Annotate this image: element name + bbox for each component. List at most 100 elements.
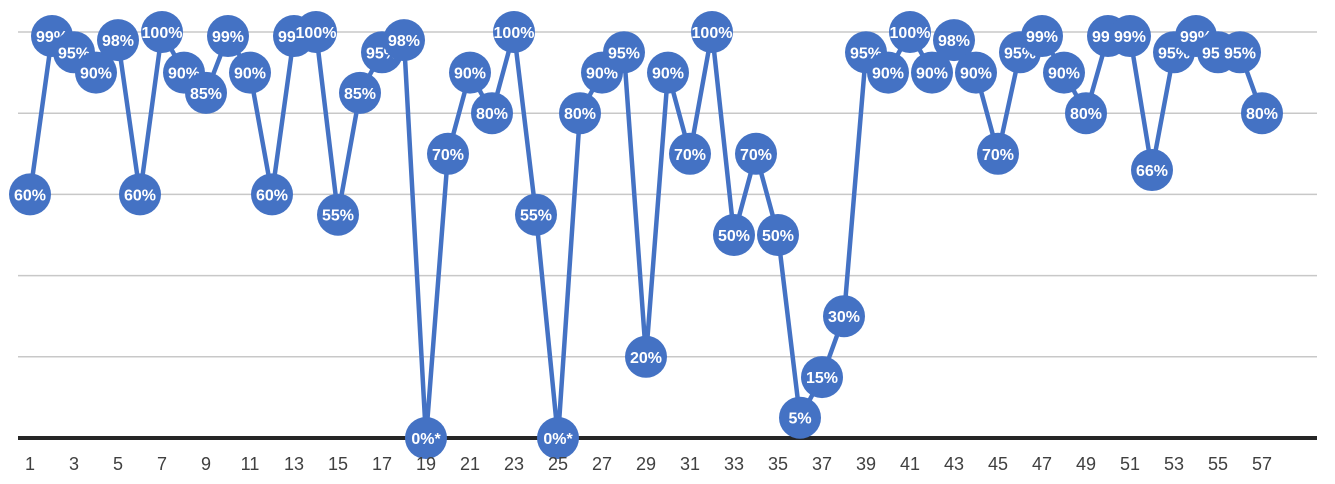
data-point: 70% [427,132,469,175]
data-label: 100% [296,25,337,42]
data-label: 90% [454,66,486,83]
data-point-marker [97,19,139,62]
data-label: 99% [212,29,244,46]
data-point: 50% [713,214,755,256]
x-tick-label: 29 [636,454,656,474]
data-point-marker [317,193,359,236]
data-point: 60% [251,173,293,216]
x-tick-label: 1 [25,454,35,474]
data-point-marker [251,173,293,216]
data-label: 95% [1224,45,1256,62]
data-label: 55% [322,208,354,225]
x-tick-label: 9 [201,454,211,474]
data-point-marker [119,173,161,216]
x-tick-label: 23 [504,454,524,474]
data-label: 90% [960,66,992,83]
x-tick-label: 51 [1120,454,1140,474]
x-tick-label: 13 [284,454,304,474]
data-point: 100% [141,11,183,53]
data-label: 90% [916,66,948,83]
data-label: 66% [1136,163,1168,180]
data-label: 100% [142,25,183,42]
data-label: 90% [80,66,112,83]
data-point: 60% [9,173,51,216]
data-label: 30% [828,309,860,326]
data-point-marker [933,19,975,62]
data-point-marker [757,214,799,256]
data-point: 100% [691,11,733,53]
x-tick-label: 31 [680,454,700,474]
data-point-marker [779,396,821,439]
data-label: 60% [124,187,156,204]
data-label: 80% [476,106,508,123]
data-point-marker [75,51,117,94]
data-label: 50% [718,228,750,245]
x-tick-label: 49 [1076,454,1096,474]
data-point: 66% [1131,149,1173,192]
data-point-marker [1219,31,1261,74]
data-point: 98% [383,19,425,62]
data-point: 95% [1219,31,1261,74]
data-label: 55% [520,208,552,225]
data-point-marker [625,335,667,378]
data-label: 98% [938,33,970,50]
data-point-marker [427,132,469,175]
data-point: 90% [229,51,271,94]
data-point-marker [141,11,183,53]
x-tick-label: 21 [460,454,480,474]
x-tick-label: 35 [768,454,788,474]
data-point-marker [647,51,689,94]
data-point-marker [559,92,601,135]
data-label: 90% [652,66,684,83]
data-point-marker [1065,92,1107,135]
data-point: 5% [779,396,821,439]
data-label: 60% [14,187,46,204]
x-tick-label: 19 [416,454,436,474]
data-point-marker [295,11,337,53]
data-point-marker [955,51,997,94]
x-tick-label: 11 [241,454,260,474]
data-point: 0%* [537,417,579,459]
data-point: 70% [977,132,1019,175]
x-tick-label: 39 [856,454,876,474]
data-point: 99% [1109,15,1151,58]
data-point: 0%* [405,417,447,459]
data-point: 85% [339,71,381,114]
data-point: 55% [317,193,359,236]
data-point-marker [449,51,491,94]
data-point: 80% [471,92,513,135]
data-label: 60% [256,187,288,204]
data-point: 55% [515,193,557,236]
data-point: 80% [1241,92,1283,135]
x-tick-label: 25 [548,454,568,474]
data-point: 90% [449,51,491,94]
data-label: 80% [564,106,596,123]
data-point: 100% [295,11,337,53]
data-point-marker [889,11,931,53]
data-label: 70% [740,147,772,164]
data-point: 100% [889,11,931,53]
x-tick-label: 55 [1208,454,1228,474]
data-point-marker [185,71,227,114]
data-point-marker [911,51,953,94]
data-point-marker [603,31,645,74]
x-axis-ticks: 1 3 5 7 9 11 13 15 17 19 21 23 25 27 29 31 33 35 37 39 41 43 4… [25,454,1272,474]
data-label: 98% [388,33,420,50]
data-label: 0%* [543,431,573,448]
data-point-marker [735,132,777,175]
data-label: 85% [190,86,222,103]
data-point-marker [471,92,513,135]
data-label: 98% [102,33,134,50]
data-point: 90% [75,51,117,94]
data-point: 85% [185,71,227,114]
data-point: 90% [867,51,909,94]
data-label: 70% [432,147,464,164]
data-label: 90% [234,66,266,83]
data-point: 80% [559,92,601,135]
x-tick-label: 57 [1252,454,1272,474]
data-points: 60% 99% 95% 90% 98% 60% 100% 90% 85% 99% 90% 60% 99%… [9,11,1283,459]
data-label: 99% [1026,29,1058,46]
data-label: 90% [1048,66,1080,83]
data-point: 98% [97,19,139,62]
